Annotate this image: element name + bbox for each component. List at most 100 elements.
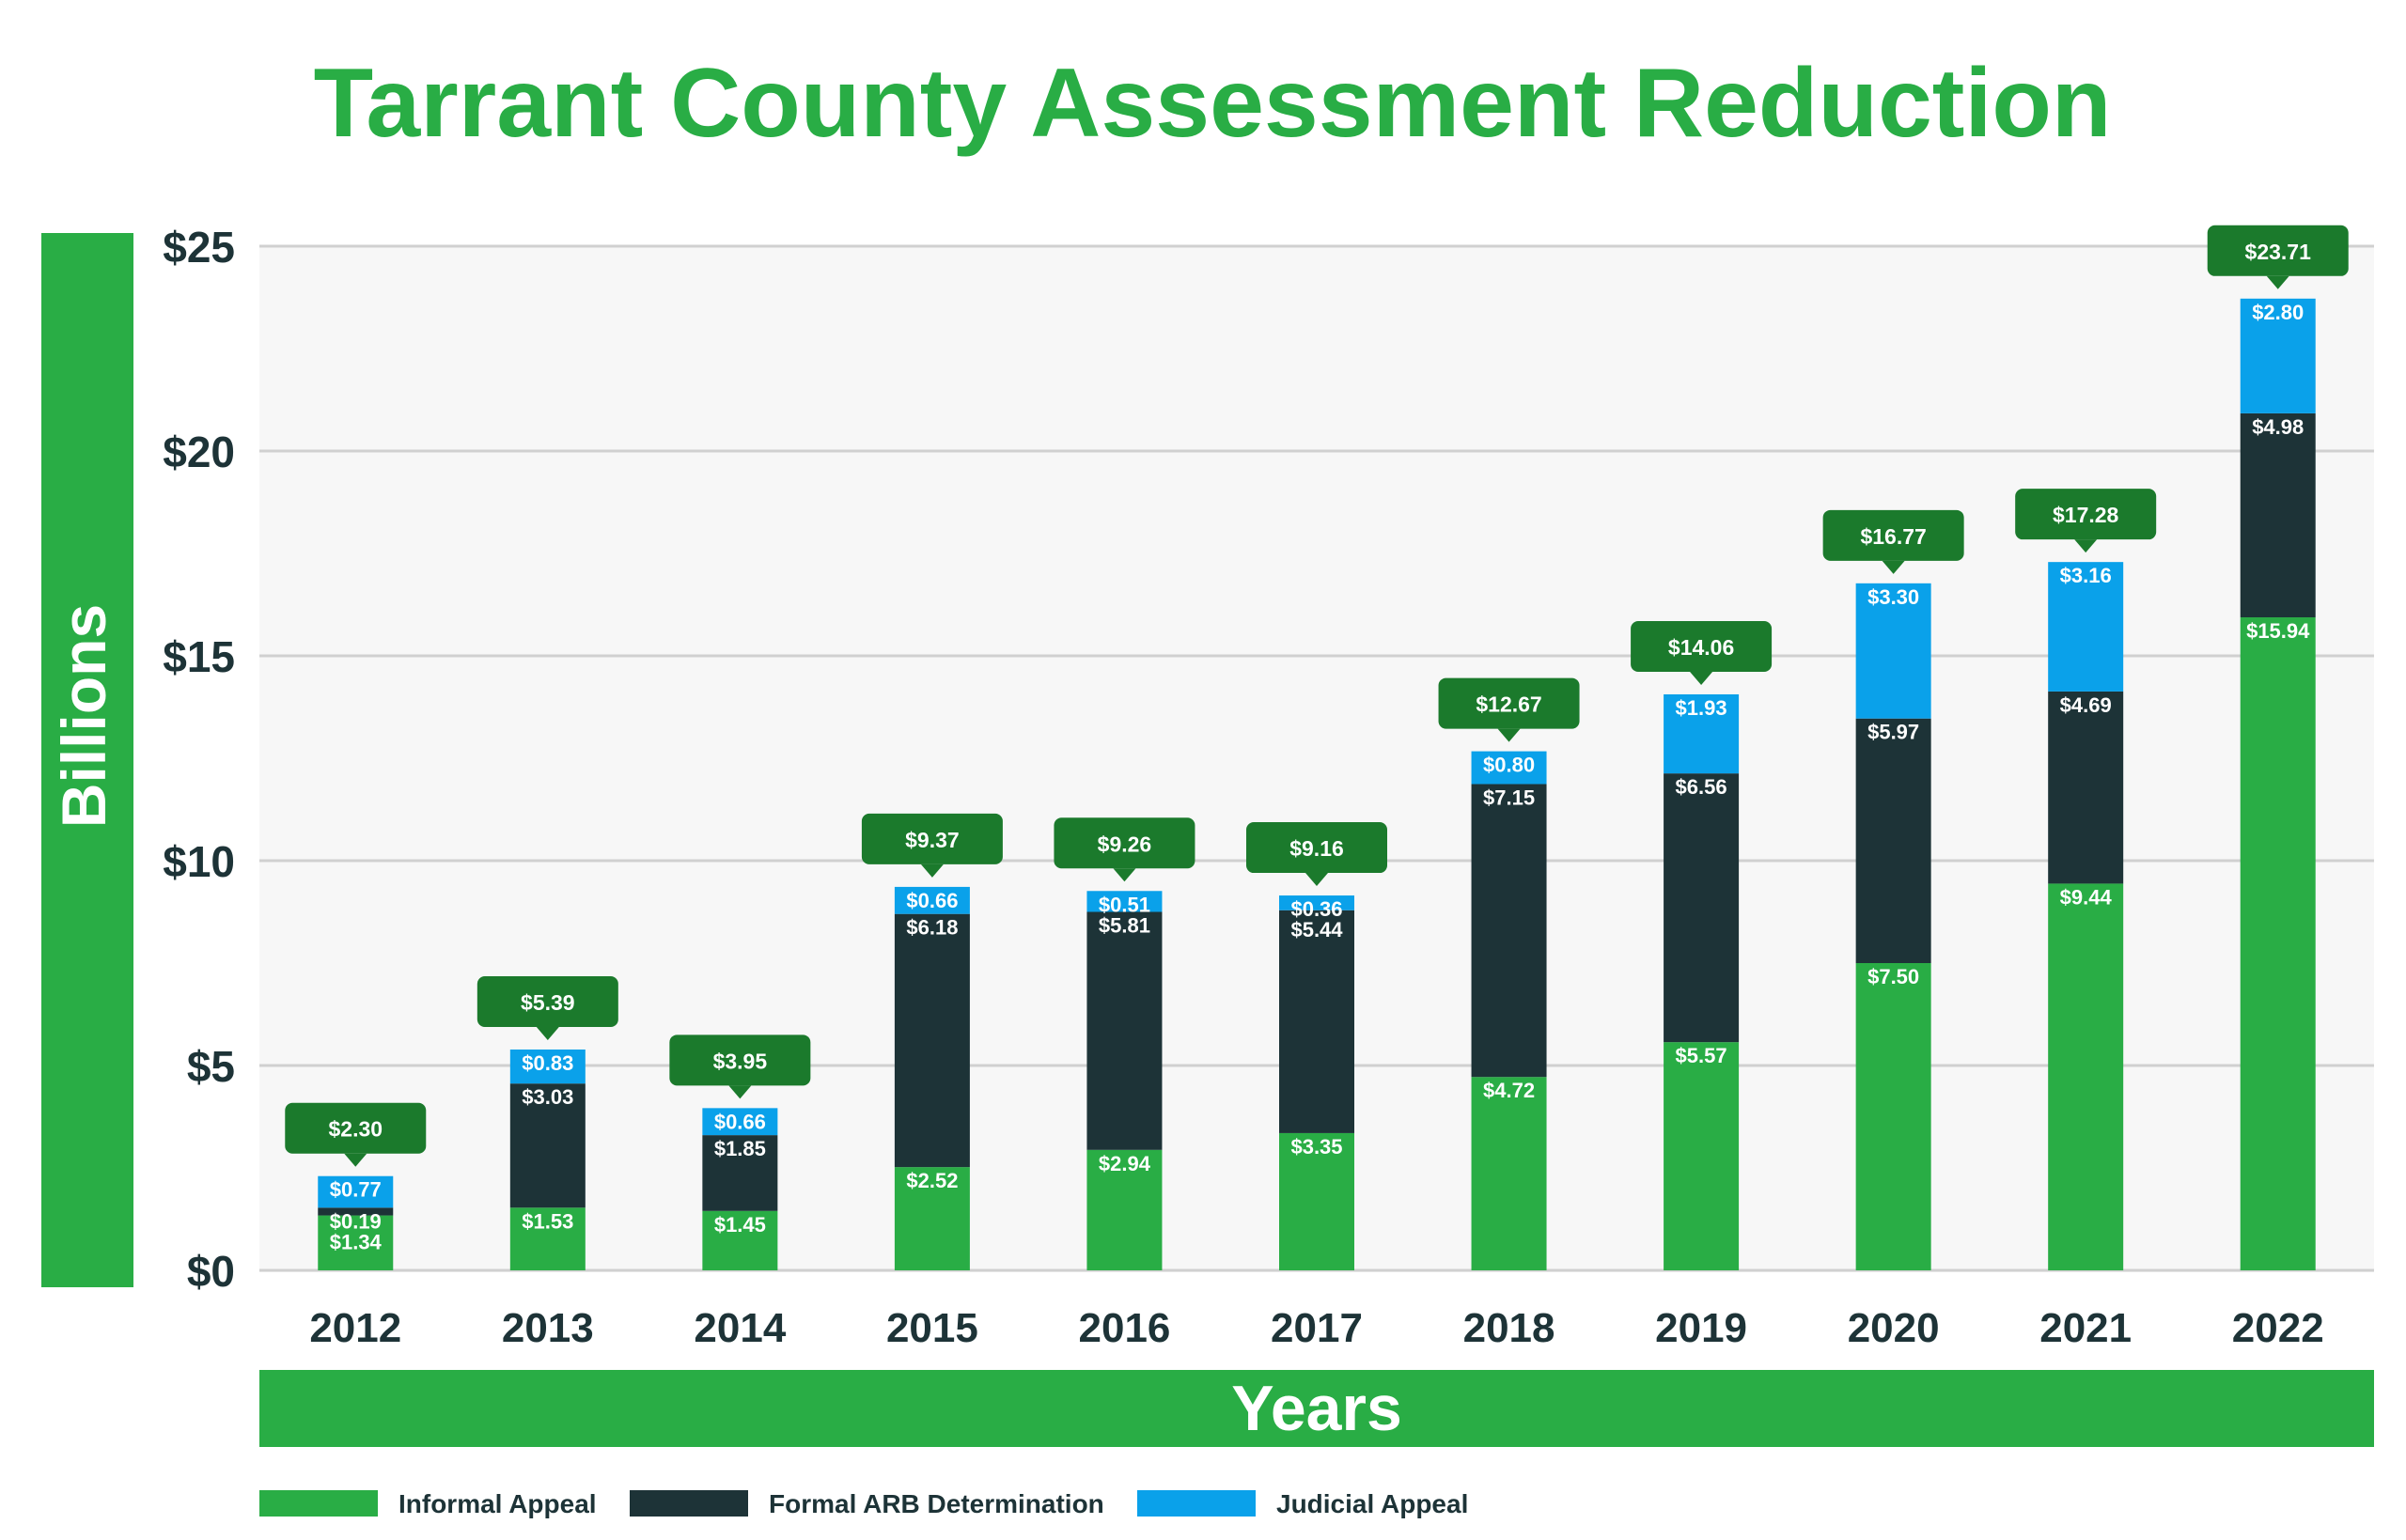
bar-value-label: $15.94 bbox=[2246, 619, 2310, 643]
x-tick-label: 2013 bbox=[502, 1305, 594, 1351]
bar-segment bbox=[702, 1108, 778, 1136]
bar-segment bbox=[1086, 1149, 1163, 1270]
total-callout-pointer bbox=[2074, 539, 2098, 553]
bar-segment bbox=[1086, 891, 1163, 912]
bar-segment bbox=[318, 1215, 394, 1270]
total-callout-box bbox=[2207, 225, 2349, 276]
bar-value-label: $6.56 bbox=[1676, 775, 1727, 799]
bar-value-label: $7.50 bbox=[1867, 965, 1919, 988]
x-tick-label: 2018 bbox=[1463, 1305, 1555, 1351]
bar-segment bbox=[1471, 784, 1547, 1078]
legend-label: Formal ARB Determination bbox=[769, 1489, 1104, 1518]
bar-segment bbox=[2240, 412, 2316, 618]
bar-segment bbox=[509, 1207, 586, 1270]
bar-segment bbox=[1279, 910, 1354, 1133]
legend-swatch bbox=[259, 1490, 378, 1517]
y-tick-label: $20 bbox=[163, 428, 235, 476]
bar-segment bbox=[1471, 751, 1547, 785]
bar-segment bbox=[2048, 691, 2124, 884]
total-callout-pointer bbox=[2266, 275, 2289, 289]
total-callout-label: $14.06 bbox=[1668, 635, 1734, 660]
bar-value-label: $9.44 bbox=[2060, 885, 2113, 909]
bar-value-label: $4.69 bbox=[2060, 693, 2112, 717]
bar-segment bbox=[894, 886, 970, 914]
bar-value-label: $3.30 bbox=[1867, 585, 1919, 609]
total-callout-pointer bbox=[728, 1085, 752, 1099]
bar-segment bbox=[2048, 883, 2124, 1270]
total-callout-label: $23.71 bbox=[2245, 240, 2312, 264]
bar-value-label: $0.80 bbox=[1483, 754, 1535, 777]
legend: Informal Appeal Formal ARB Determination J… bbox=[259, 1489, 1468, 1518]
total-callout-box bbox=[1822, 509, 1964, 561]
x-axis-label-band bbox=[259, 1370, 2374, 1447]
total-callout-label: $9.16 bbox=[1289, 836, 1344, 861]
x-tick-label: 2015 bbox=[886, 1305, 978, 1351]
y-axis-ticks: $0 $5 $10 $15 $20 $25 bbox=[163, 223, 235, 1296]
bar-segment bbox=[702, 1210, 778, 1270]
bar-segment bbox=[894, 1167, 970, 1270]
total-callout-box bbox=[1246, 822, 1387, 874]
x-tick-label: 2022 bbox=[2232, 1305, 2324, 1351]
bar-value-label: $4.72 bbox=[1483, 1079, 1535, 1102]
bar-segment bbox=[1855, 963, 1931, 1270]
chart-title: Tarrant County Assessment Reduction bbox=[314, 49, 2112, 158]
total-callout-box bbox=[1631, 620, 1773, 672]
bar-value-label: $1.34 bbox=[330, 1230, 383, 1253]
y-axis-label: Billions bbox=[49, 604, 118, 828]
total-callout-box bbox=[285, 1102, 427, 1154]
bar-segment bbox=[509, 1049, 586, 1084]
x-tick-label: 2014 bbox=[694, 1305, 786, 1351]
total-callout-pointer bbox=[536, 1026, 559, 1040]
y-tick-label: $25 bbox=[163, 223, 235, 272]
x-tick-label: 2019 bbox=[1655, 1305, 1747, 1351]
x-tick-label: 2016 bbox=[1079, 1305, 1171, 1351]
bar-segment bbox=[1279, 1132, 1354, 1270]
y-tick-label: $5 bbox=[187, 1042, 235, 1091]
bar-value-label: $1.45 bbox=[714, 1213, 766, 1237]
total-callout-label: $12.67 bbox=[1476, 692, 1541, 717]
x-tick-label: 2017 bbox=[1271, 1305, 1363, 1351]
bar-value-label: $3.03 bbox=[522, 1085, 573, 1109]
x-tick-label: 2021 bbox=[2039, 1305, 2132, 1351]
y-tick-label: $10 bbox=[163, 837, 235, 886]
bar-segment bbox=[318, 1175, 394, 1208]
x-tick-label: 2012 bbox=[309, 1305, 401, 1351]
bar-segment bbox=[318, 1207, 394, 1216]
bar-segment bbox=[2240, 298, 2316, 413]
bar-segment bbox=[894, 913, 970, 1168]
bar-value-label: $0.83 bbox=[522, 1051, 573, 1075]
bar-value-label: $0.51 bbox=[1099, 893, 1150, 916]
bar-value-label: $6.18 bbox=[906, 916, 958, 940]
bar-value-label: $5.57 bbox=[1676, 1044, 1727, 1067]
bar-segment bbox=[2240, 617, 2316, 1270]
total-callout-label: $3.95 bbox=[713, 1049, 768, 1073]
total-callout-label: $9.37 bbox=[905, 828, 960, 852]
y-tick-label: $15 bbox=[163, 632, 235, 681]
legend-swatch bbox=[1137, 1490, 1256, 1517]
bar-segment bbox=[1664, 1042, 1740, 1270]
bar-value-label: $1.85 bbox=[714, 1137, 766, 1160]
bar-segment bbox=[702, 1135, 778, 1211]
x-axis-ticks: 2012 2013 2014 2015 2016 2017 2018 2019 2020 2021… bbox=[309, 1305, 2323, 1351]
total-callout-pointer bbox=[1113, 868, 1136, 882]
bar-value-label: $5.81 bbox=[1099, 914, 1150, 938]
total-callout-pointer bbox=[920, 863, 944, 878]
bar-value-label: $0.66 bbox=[906, 889, 958, 912]
bar-value-label: $1.53 bbox=[522, 1209, 573, 1233]
bar-segment bbox=[1855, 583, 1931, 719]
bar-value-label: $4.98 bbox=[2252, 415, 2304, 439]
bar-value-label: $0.77 bbox=[330, 1178, 382, 1202]
total-callout-pointer bbox=[1497, 728, 1521, 742]
bar-value-label: $2.52 bbox=[906, 1169, 958, 1192]
total-callout-pointer bbox=[1690, 671, 1713, 685]
y-tick-label: $0 bbox=[187, 1247, 235, 1296]
bar-segment bbox=[1471, 1077, 1547, 1270]
bar-value-label: $0.19 bbox=[330, 1209, 382, 1233]
bar-segment bbox=[2048, 562, 2124, 692]
bar-value-label: $7.15 bbox=[1483, 786, 1535, 809]
bars bbox=[318, 298, 2316, 1270]
bar-value-label: $0.66 bbox=[714, 1110, 766, 1133]
total-callouts: $2.30 $5.39 $3.95 $9.37 $9.26 $9.16 $12.67 $14.… bbox=[285, 225, 2349, 1167]
